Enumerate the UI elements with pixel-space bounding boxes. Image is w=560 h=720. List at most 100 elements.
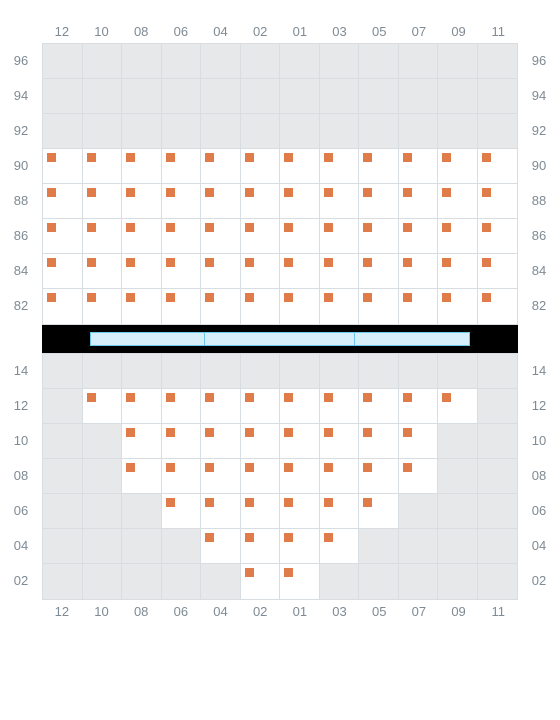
seat-cell[interactable] bbox=[399, 389, 439, 424]
seat-cell[interactable] bbox=[43, 149, 83, 184]
seat-cell[interactable] bbox=[162, 149, 202, 184]
seat-cell[interactable] bbox=[359, 289, 399, 324]
seat-cell[interactable] bbox=[359, 459, 399, 494]
seat-cell[interactable] bbox=[162, 219, 202, 254]
seat-cell[interactable] bbox=[280, 494, 320, 529]
seat-cell[interactable] bbox=[122, 254, 162, 289]
seat-cell[interactable] bbox=[162, 184, 202, 219]
seat-cell[interactable] bbox=[43, 219, 83, 254]
seat-cell[interactable] bbox=[438, 184, 478, 219]
seat-cell[interactable] bbox=[122, 424, 162, 459]
seat-cell[interactable] bbox=[399, 254, 439, 289]
seat-cell[interactable] bbox=[438, 219, 478, 254]
seat-cell[interactable] bbox=[280, 184, 320, 219]
seat-cell[interactable] bbox=[122, 219, 162, 254]
seat-cell[interactable] bbox=[201, 529, 241, 564]
seat-cell[interactable] bbox=[162, 389, 202, 424]
seat-cell[interactable] bbox=[241, 219, 281, 254]
seat-cell[interactable] bbox=[122, 184, 162, 219]
seat-cell[interactable] bbox=[241, 459, 281, 494]
seat-cell[interactable] bbox=[320, 459, 360, 494]
seat-cell[interactable] bbox=[320, 149, 360, 184]
seat-cell[interactable] bbox=[201, 149, 241, 184]
seat-cell[interactable] bbox=[359, 184, 399, 219]
seat-cell[interactable] bbox=[478, 219, 518, 254]
seat-cell[interactable] bbox=[241, 289, 281, 324]
seat-cell[interactable] bbox=[280, 529, 320, 564]
seat-cell[interactable] bbox=[359, 494, 399, 529]
seat-cell[interactable] bbox=[241, 564, 281, 599]
seat-cell[interactable] bbox=[162, 254, 202, 289]
seat-cell[interactable] bbox=[162, 494, 202, 529]
seat-cell[interactable] bbox=[201, 494, 241, 529]
seat-cell[interactable] bbox=[320, 289, 360, 324]
seat-cell[interactable] bbox=[241, 149, 281, 184]
seat-cell[interactable] bbox=[280, 389, 320, 424]
seat-cell[interactable] bbox=[399, 219, 439, 254]
seat-cell[interactable] bbox=[201, 219, 241, 254]
seat-cell[interactable] bbox=[83, 184, 123, 219]
seat-cell[interactable] bbox=[122, 149, 162, 184]
seat-cell[interactable] bbox=[478, 149, 518, 184]
seat-cell[interactable] bbox=[201, 389, 241, 424]
seat-cell[interactable] bbox=[241, 254, 281, 289]
seat-cell[interactable] bbox=[83, 219, 123, 254]
seat-cell[interactable] bbox=[241, 529, 281, 564]
seat-cell[interactable] bbox=[399, 459, 439, 494]
seat-cell[interactable] bbox=[438, 254, 478, 289]
seat-cell bbox=[83, 79, 123, 114]
seat-cell[interactable] bbox=[122, 459, 162, 494]
seat-cell[interactable] bbox=[280, 149, 320, 184]
seat-cell[interactable] bbox=[43, 289, 83, 324]
seat-cell[interactable] bbox=[83, 149, 123, 184]
seat-cell[interactable] bbox=[320, 494, 360, 529]
seat-cell[interactable] bbox=[438, 149, 478, 184]
seat-cell[interactable] bbox=[320, 424, 360, 459]
seat-cell[interactable] bbox=[320, 254, 360, 289]
seat-cell[interactable] bbox=[399, 289, 439, 324]
seat-cell[interactable] bbox=[241, 184, 281, 219]
seat-cell[interactable] bbox=[280, 459, 320, 494]
seat-cell[interactable] bbox=[320, 389, 360, 424]
seat-cell[interactable] bbox=[280, 219, 320, 254]
seat-cell[interactable] bbox=[438, 389, 478, 424]
seat-cell[interactable] bbox=[122, 289, 162, 324]
seat-cell[interactable] bbox=[280, 289, 320, 324]
seat-cell[interactable] bbox=[201, 289, 241, 324]
seat-cell[interactable] bbox=[122, 389, 162, 424]
seat-cell[interactable] bbox=[83, 389, 123, 424]
seat-cell[interactable] bbox=[478, 184, 518, 219]
seat-cell[interactable] bbox=[280, 254, 320, 289]
seat-cell[interactable] bbox=[241, 424, 281, 459]
seat-cell[interactable] bbox=[320, 529, 360, 564]
seat-cell[interactable] bbox=[201, 459, 241, 494]
seat-cell[interactable] bbox=[241, 389, 281, 424]
seat-cell[interactable] bbox=[83, 289, 123, 324]
seat-cell[interactable] bbox=[280, 564, 320, 599]
seat-cell[interactable] bbox=[438, 289, 478, 324]
seat-cell[interactable] bbox=[359, 219, 399, 254]
seat-cell[interactable] bbox=[399, 424, 439, 459]
seat-cell[interactable] bbox=[478, 254, 518, 289]
seat-cell[interactable] bbox=[478, 289, 518, 324]
seat-cell[interactable] bbox=[241, 494, 281, 529]
seat-cell[interactable] bbox=[162, 289, 202, 324]
seat-cell[interactable] bbox=[162, 459, 202, 494]
seat-cell[interactable] bbox=[83, 254, 123, 289]
seat-cell[interactable] bbox=[320, 219, 360, 254]
seat-cell[interactable] bbox=[162, 424, 202, 459]
seat-cell[interactable] bbox=[201, 184, 241, 219]
seat-cell[interactable] bbox=[359, 389, 399, 424]
seat-cell[interactable] bbox=[399, 184, 439, 219]
seat-cell[interactable] bbox=[201, 424, 241, 459]
seat-cell[interactable] bbox=[399, 149, 439, 184]
column-label: 09 bbox=[439, 20, 479, 43]
seat-cell[interactable] bbox=[201, 254, 241, 289]
seat-cell[interactable] bbox=[320, 184, 360, 219]
seat-cell[interactable] bbox=[43, 184, 83, 219]
seat-cell[interactable] bbox=[359, 149, 399, 184]
seat-cell[interactable] bbox=[359, 254, 399, 289]
seat-cell[interactable] bbox=[43, 254, 83, 289]
seat-cell[interactable] bbox=[280, 424, 320, 459]
seat-cell[interactable] bbox=[359, 424, 399, 459]
